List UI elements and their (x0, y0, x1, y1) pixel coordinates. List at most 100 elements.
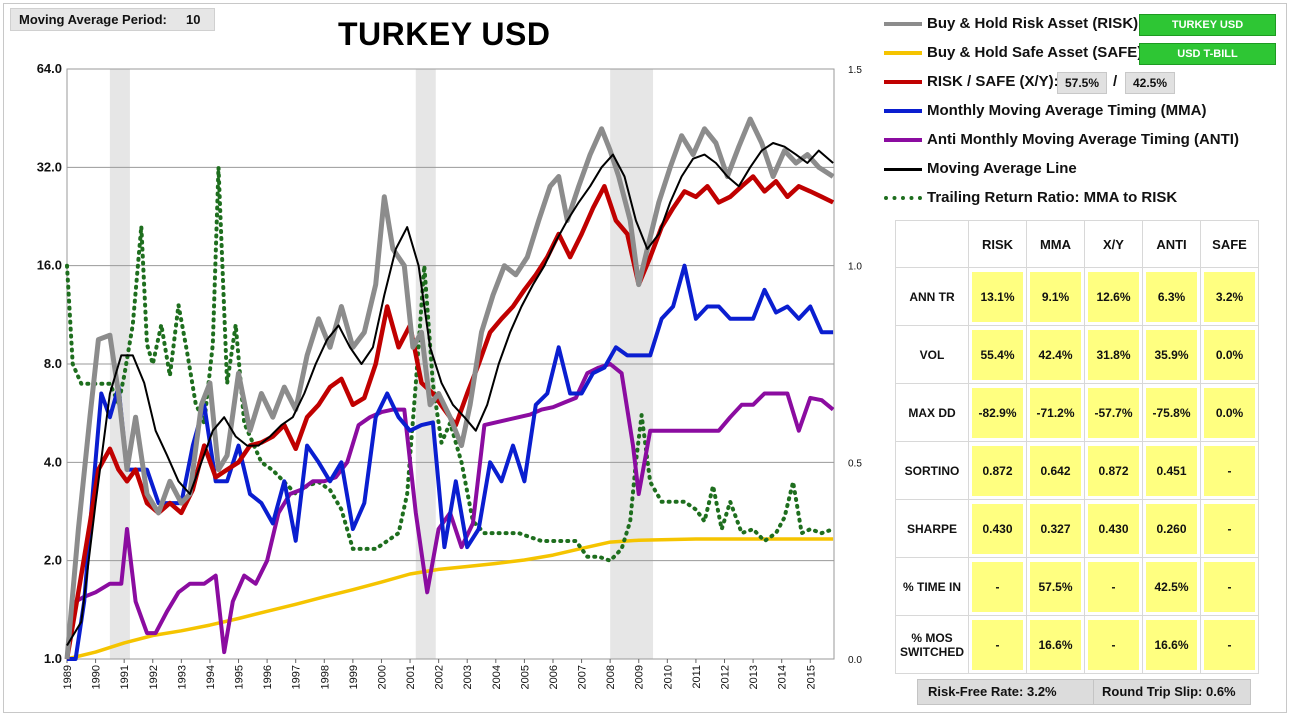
series-line-safe (66, 537, 834, 661)
stats-cell: 0.327 (1026, 499, 1085, 558)
stats-cell: 16.6% (1026, 615, 1085, 674)
stats-value: 55.4% (972, 329, 1023, 380)
stats-value: 42.5% (1146, 561, 1197, 612)
stats-cell: 0.260 (1142, 499, 1201, 558)
stats-row-label: VOL (895, 325, 969, 384)
stats-value: - (972, 561, 1023, 612)
y2-tick-label: 0.0 (848, 655, 862, 666)
stats-cell: 0.642 (1026, 441, 1085, 500)
stats-cell: 9.1% (1026, 267, 1085, 326)
stats-value: 31.8% (1088, 329, 1139, 380)
stats-row-label: SORTINO (895, 441, 969, 500)
x-tick-label: 2006 (548, 665, 560, 689)
legend-anti-swatch (884, 138, 922, 142)
stats-col-anti: ANTI (1142, 220, 1201, 268)
stats-value: 0.872 (1088, 445, 1139, 496)
x-tick-label: 1996 (262, 665, 274, 689)
stats-cell: - (1200, 615, 1259, 674)
stats-value: 3.2% (1204, 271, 1255, 322)
stats-value: 0.0% (1204, 329, 1255, 380)
stats-row: VOL 55.4% 42.4% 31.8% 35.9% 0.0% (895, 325, 1259, 384)
stats-col-risk: RISK (968, 220, 1027, 268)
series-line-trail (65, 165, 836, 563)
stats-value: 9.1% (1030, 271, 1081, 322)
x-tick-label: 2009 (634, 665, 646, 689)
legend-safe-asset: USD T-BILL (1139, 43, 1276, 65)
x-tick-label: 2010 (662, 665, 674, 689)
x-tick-label: 2013 (748, 665, 760, 689)
legend-ratio-swatch (884, 80, 922, 84)
stats-value: 16.6% (1030, 619, 1081, 670)
legend-ratio-risk-pct: 57.5% (1057, 72, 1107, 94)
stats-cell: -57.7% (1084, 383, 1143, 442)
y2-tick-label: 1.0 (848, 262, 862, 273)
legend-risk-label: Buy & Hold Risk Asset (RISK): (927, 15, 1144, 32)
stats-row-label: SHARPE (895, 499, 969, 558)
stats-row: ANN TR 13.1% 9.1% 12.6% 6.3% 3.2% (895, 267, 1259, 326)
stats-cell: -71.2% (1026, 383, 1085, 442)
stats-col-xy: X/Y (1084, 220, 1143, 268)
stats-cell: - (968, 557, 1027, 616)
legend-ma-line-label: Moving Average Line (927, 160, 1077, 177)
stats-value: 0.430 (1088, 503, 1139, 554)
stats-cell: 0.872 (968, 441, 1027, 500)
stats-table: RISK MMA X/Y ANTI SAFE ANN TR 13.1% 9.1%… (895, 220, 1259, 674)
stats-value: -82.9% (972, 387, 1023, 438)
stats-cell: 0.872 (1084, 441, 1143, 500)
y-tick-label: 8.0 (44, 356, 62, 371)
moving-average-period-label: Moving Average Period: (19, 12, 167, 27)
stats-value: 0.327 (1030, 503, 1081, 554)
x-tick-label: 1991 (119, 665, 131, 689)
legend-safe-label: Buy & Hold Safe Asset (SAFE): (927, 44, 1148, 61)
stats-value: 35.9% (1146, 329, 1197, 380)
x-tick-label: 2011 (691, 665, 703, 689)
stats-cell: 55.4% (968, 325, 1027, 384)
stats-row: SORTINO 0.872 0.642 0.872 0.451 - (895, 441, 1259, 500)
x-tick-label: 1998 (319, 665, 331, 689)
stats-row-label: MAX DD (895, 383, 969, 442)
stats-value: 6.3% (1146, 271, 1197, 322)
y2-tick-label: 0.5 (848, 458, 862, 469)
y-tick-label: 64.0 (37, 61, 62, 76)
x-tick-label: 2012 (720, 665, 732, 689)
moving-average-period-value: 10 (186, 12, 201, 27)
stats-row: MAX DD -82.9% -71.2% -57.7% -75.8% 0.0% (895, 383, 1259, 442)
x-tick-label: 1993 (176, 665, 188, 689)
stats-cell: - (1084, 615, 1143, 674)
stats-value: - (972, 619, 1023, 670)
stats-value: 0.0% (1204, 387, 1255, 438)
legend-ratio-label: RISK / SAFE (X/Y): (927, 73, 1059, 90)
stats-cell: 57.5% (1026, 557, 1085, 616)
stats-value: 16.6% (1146, 619, 1197, 670)
x-tick-label: 1994 (205, 665, 217, 689)
round-trip-slip: Round Trip Slip: 0.6% (1093, 679, 1251, 705)
series-line-anti (65, 362, 835, 660)
stats-value: - (1204, 503, 1255, 554)
y-tick-label: 2.0 (44, 553, 62, 568)
y-tick-label: 16.0 (37, 258, 62, 273)
stats-value: 13.1% (972, 271, 1023, 322)
legend-ratio-safe-pct: 42.5% (1125, 72, 1175, 94)
stats-row: % TIME IN - 57.5% - 42.5% - (895, 557, 1259, 616)
legend-ratio-separator: / (1113, 73, 1118, 90)
chart-title: TURKEY USD (338, 16, 551, 52)
legend-ma-line-swatch (884, 168, 922, 171)
stats-cell: - (1084, 557, 1143, 616)
stats-cell: -82.9% (968, 383, 1027, 442)
stats-value: -71.2% (1030, 387, 1081, 438)
x-tick-label: 2000 (376, 665, 388, 689)
legend-trailing-swatch (884, 196, 922, 200)
series-line-ma (66, 142, 834, 647)
stats-value: -75.8% (1146, 387, 1197, 438)
stats-value: - (1204, 619, 1255, 670)
stats-cell: 13.1% (968, 267, 1027, 326)
stats-value: 42.4% (1030, 329, 1081, 380)
stats-cell: 6.3% (1142, 267, 1201, 326)
risk-free-rate: Risk-Free Rate: 3.2% (917, 679, 1099, 705)
stats-value: 0.260 (1146, 503, 1197, 554)
stats-cell: 3.2% (1200, 267, 1259, 326)
chart-canvas: 64.0 32.0 16.0 8.0 4.0 2.0 1.0 1.5 1.0 0.5 0.0 1989… (37, 61, 863, 689)
series-line-mma (67, 263, 834, 661)
stats-row-label: % TIME IN (895, 557, 969, 616)
stats-cell: 42.5% (1142, 557, 1201, 616)
